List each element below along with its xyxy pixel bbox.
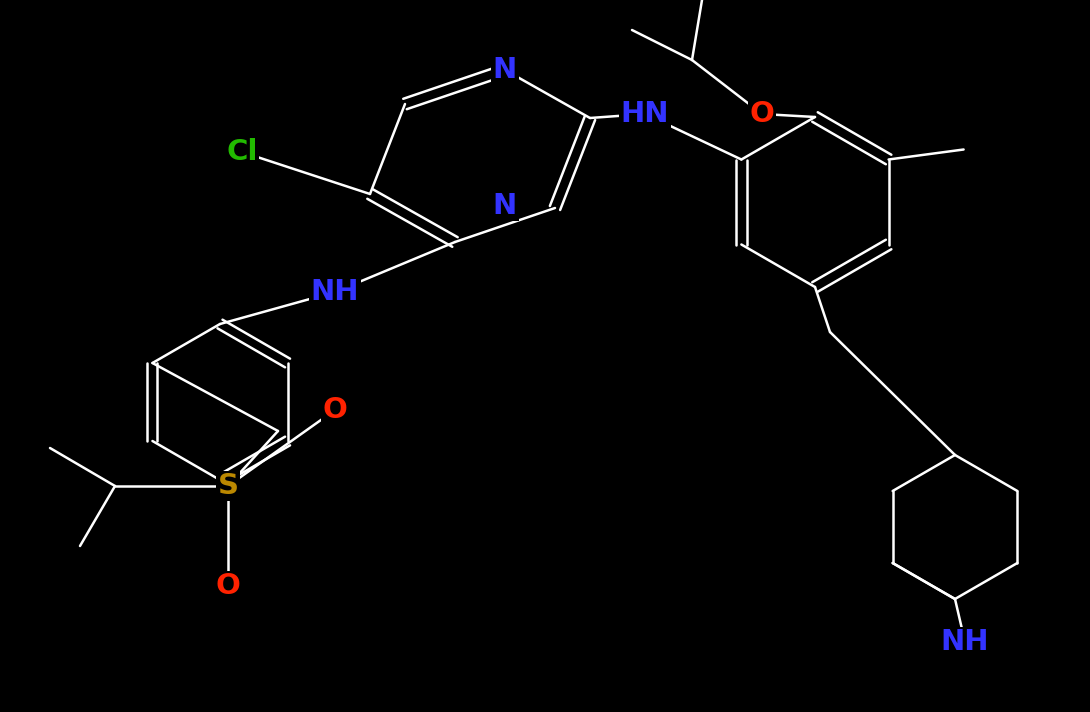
Text: NH: NH [941,628,990,656]
Text: Cl: Cl [227,138,257,166]
Text: S: S [218,472,239,500]
Text: O: O [216,572,241,600]
Text: N: N [493,56,517,84]
Text: O: O [323,396,348,424]
Text: NH: NH [311,278,360,306]
Text: O: O [750,100,774,128]
Text: N: N [493,192,517,220]
Text: HN: HN [620,100,669,128]
